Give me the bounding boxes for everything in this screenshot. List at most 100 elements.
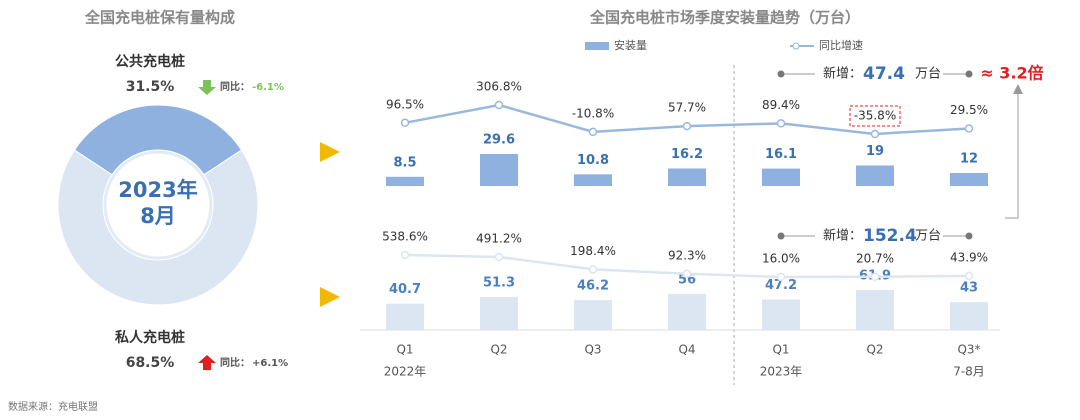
bar [574,174,612,186]
yoy-arrow [198,355,216,370]
center-disc [103,150,213,260]
bar [762,168,800,186]
arrow-head [1013,84,1023,94]
line-label: 57.7% [668,101,706,115]
x-tick-label: Q1 [396,343,413,357]
bar [950,173,988,186]
yoy-arrow [198,80,216,95]
marker [320,142,340,162]
bar [668,168,706,186]
bar [574,300,612,330]
line-point [776,272,786,282]
annotation-value: 47.4 [863,64,905,84]
bar-label: 8.5 [393,155,416,170]
x-tick-label: Q3* [957,343,980,357]
x-tick-label: Q3 [584,343,601,357]
line-label: 306.8% [476,80,522,94]
bar [856,165,894,186]
bar [386,176,424,186]
bar-label: 16.2 [671,147,703,162]
bar-label: 40.7 [389,282,421,297]
bar [480,154,518,186]
pie-title: 全国充电桩保有量构成 [84,9,235,27]
line-label: 92.3% [668,248,706,262]
slice-value: 68.5% [126,355,175,371]
x-tick-label: Q1 [772,343,789,357]
bar-label: 19 [866,144,884,159]
bar-label: 29.6 [483,133,515,148]
bracket-dot [777,70,785,78]
line-label: 198.4% [570,244,616,258]
bracket-dot [965,232,973,240]
combo-title: 全国充电桩市场季度安装量趋势（万台） [589,9,860,27]
annotation-prefix: 新增： [823,228,862,244]
line-point [682,121,692,131]
line-label: -10.8% [572,106,614,120]
bracket-dot [965,70,973,78]
legend-label: 同比增速 [819,38,863,52]
line-point [870,129,880,139]
line-point [494,252,504,262]
annotation-bg [815,62,943,86]
line-label: 96.5% [386,97,424,111]
line-point [588,127,598,137]
annotation-bg [815,224,943,248]
legend-swatch [792,42,800,50]
bracket-dot [777,232,785,240]
bar [950,302,988,330]
line-point [588,265,598,274]
slice-name: 私人充电桩 [115,329,185,346]
annotation-unit: 万台 [915,67,941,82]
yoy-label: -6.1% [252,82,284,93]
annotation-value: 152.4 [863,226,917,246]
source: 数据来源：充电联盟 [8,400,98,413]
bar-label: 43 [960,281,978,296]
marker [320,287,340,307]
yoy-prefix: 同比： [220,356,250,369]
bar-label: 12 [960,152,978,167]
annotation-prefix: 新增： [823,66,862,82]
bar [856,290,894,330]
bar-label: 51.3 [483,275,515,290]
x-tick-label: Q4 [678,343,695,357]
line-label: 89.4% [762,98,800,112]
line-point [964,271,974,281]
x-sublabel: 7-8月 [953,365,985,379]
bar-label: 16.1 [765,147,797,162]
bar-label: 47.2 [765,278,797,293]
line-label: 491.2% [476,231,522,245]
line-point [870,272,880,282]
x-tick-label: Q2 [490,343,507,357]
bar-label: 46.2 [577,279,609,294]
line-point [964,124,974,133]
yoy-label: +6.1% [252,358,288,369]
bar-label: 10.8 [577,153,609,168]
slice-value: 31.5% [126,79,175,95]
line-label: 16.0% [762,252,800,266]
slice-name: 公共充电桩 [115,53,185,70]
line-point [776,119,786,128]
x-tick-label: Q2 [866,343,883,357]
line-label: 43.9% [950,250,988,264]
line-label: 20.7% [856,251,894,265]
line-point [494,100,504,110]
line-label: 29.5% [950,103,988,117]
yoy-prefix: 同比： [220,80,250,93]
center-label: 2023年 [118,178,197,202]
line-label: -35.8% [854,109,896,123]
line-point [400,250,410,260]
pie-slice [73,104,243,176]
line-point [682,269,692,279]
center-label: 8月 [140,204,176,228]
ratio-label: ≈ 3.2倍 [980,64,1043,83]
bar [386,303,424,330]
x-sublabel: 2022年 [384,365,427,379]
x-sublabel: 2023年 [760,365,803,379]
bar [480,296,518,330]
annotation-unit: 万台 [915,229,941,244]
line-label: 538.6% [382,230,428,244]
compare-arrow [1005,92,1019,219]
highlight-box [849,105,901,127]
bar-label: 56 [678,272,696,287]
